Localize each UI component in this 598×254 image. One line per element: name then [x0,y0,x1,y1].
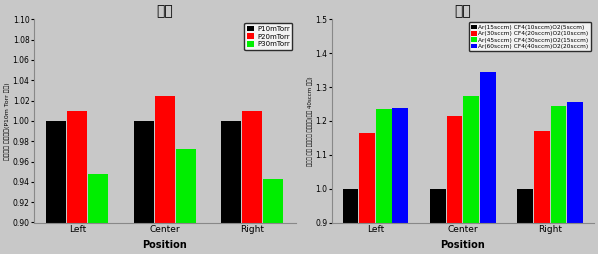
Bar [343,189,358,254]
Y-axis label: 유량에 따른 식각속도 변화비율(문의 40sccm 기준): 유량에 따른 식각속도 변화비율(문의 40sccm 기준) [307,76,313,166]
Bar [263,179,283,254]
Legend: Ar(15sccm) CF4(10sccm)O2(5sccm), Ar(30sccm) CF4(20sccm)O2(10sccm), Ar(45sccm) CF: Ar(15sccm) CF4(10sccm)O2(5sccm), Ar(30sc… [469,22,591,51]
Legend: P10mTorr, P20mTorr, P30mTorr: P10mTorr, P20mTorr, P30mTorr [245,23,292,50]
Bar [430,189,446,254]
Bar [480,72,496,254]
Bar [447,116,462,254]
Bar [534,131,550,254]
Title: 유량: 유량 [454,4,471,18]
Y-axis label: 식각속도 변화비율(P10m Torr 대비): 식각속도 변화비율(P10m Torr 대비) [4,82,10,160]
Bar [392,108,408,254]
Bar [376,109,392,254]
Bar [517,189,533,254]
Bar [359,133,375,254]
Bar [551,106,566,254]
Title: 압력: 압력 [157,4,173,18]
X-axis label: Position: Position [440,240,485,250]
Bar [134,121,154,254]
Bar [221,121,241,254]
Bar [242,111,262,254]
Bar [567,102,583,254]
Bar [47,121,66,254]
Bar [176,149,196,254]
Bar [89,174,108,254]
Bar [463,96,479,254]
Bar [68,111,87,254]
X-axis label: Position: Position [142,240,187,250]
Bar [155,96,175,254]
